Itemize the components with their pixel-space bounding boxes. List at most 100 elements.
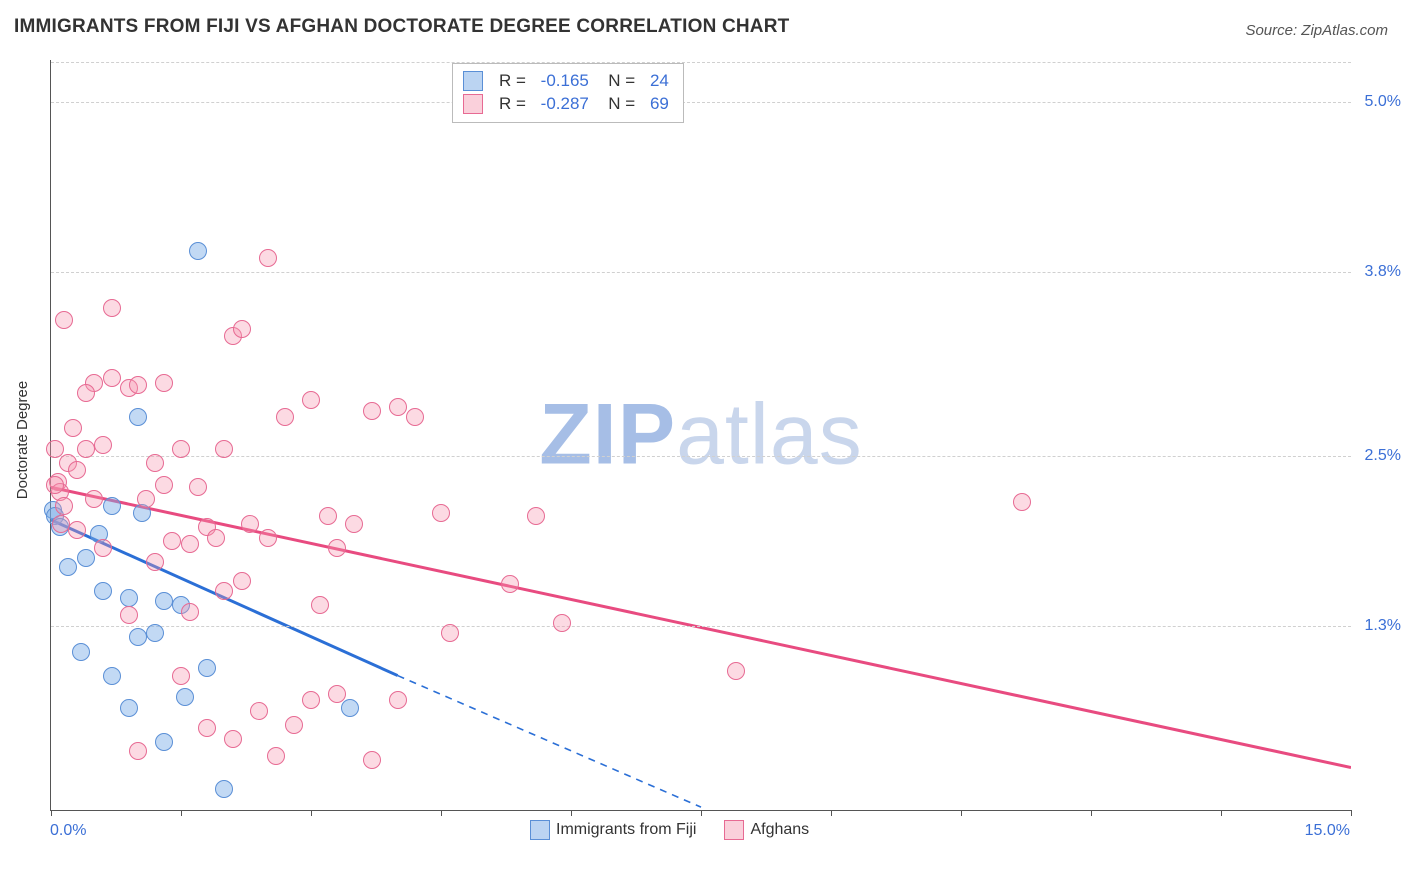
data-point-afghans: [259, 529, 277, 547]
stats-row: R = -0.165 N = 24: [463, 70, 669, 93]
gridline: [51, 62, 1351, 63]
stats-r-value: -0.287: [541, 93, 589, 116]
data-point-afghans: [103, 369, 121, 387]
data-point-afghans: [363, 751, 381, 769]
data-point-fiji: [103, 667, 121, 685]
data-point-afghans: [727, 662, 745, 680]
legend-item-fiji: Immigrants from Fiji: [530, 820, 696, 840]
legend-label: Afghans: [750, 821, 809, 838]
chart-title: IMMIGRANTS FROM FIJI VS AFGHAN DOCTORATE…: [14, 16, 789, 38]
data-point-fiji: [146, 624, 164, 642]
data-point-afghans: [207, 529, 225, 547]
data-point-fiji: [155, 592, 173, 610]
data-point-afghans: [155, 476, 173, 494]
trend-lines-layer: [51, 60, 1351, 810]
data-point-fiji: [341, 699, 359, 717]
data-point-fiji: [72, 643, 90, 661]
stats-n-label: N =: [599, 93, 640, 116]
y-tick-label: 2.5%: [1356, 447, 1401, 465]
data-point-afghans: [215, 582, 233, 600]
y-tick-label: 3.8%: [1356, 263, 1401, 281]
data-point-afghans: [68, 521, 86, 539]
x-axis-min-label: 0.0%: [50, 822, 86, 840]
legend: Immigrants from Fiji Afghans: [530, 820, 809, 840]
data-point-afghans: [224, 730, 242, 748]
plot-area: ZIPatlas 1.3%2.5%3.8%5.0%: [50, 60, 1351, 811]
gridline: [51, 272, 1351, 273]
data-point-afghans: [129, 376, 147, 394]
data-point-afghans: [302, 391, 320, 409]
stats-n-value: 69: [650, 93, 669, 116]
data-point-afghans: [259, 249, 277, 267]
x-tick-mark: [1221, 810, 1222, 816]
data-point-fiji: [120, 589, 138, 607]
stats-row: R = -0.287 N = 69: [463, 93, 669, 116]
data-point-afghans: [103, 299, 121, 317]
legend-swatch-blue: [530, 820, 550, 840]
stats-box: R = -0.165 N = 24 R = -0.287 N = 69: [452, 63, 684, 123]
data-point-afghans: [94, 436, 112, 454]
data-point-afghans: [77, 440, 95, 458]
data-point-fiji: [120, 699, 138, 717]
y-tick-label: 1.3%: [1356, 617, 1401, 635]
y-axis-label: Doctorate Degree: [14, 381, 31, 499]
x-tick-mark: [311, 810, 312, 816]
watermark: ZIPatlas: [539, 386, 862, 485]
x-tick-mark: [961, 810, 962, 816]
data-point-afghans: [172, 667, 190, 685]
data-point-afghans: [64, 419, 82, 437]
data-point-afghans: [233, 320, 251, 338]
data-point-afghans: [389, 398, 407, 416]
data-point-afghans: [302, 691, 320, 709]
data-point-afghans: [319, 507, 337, 525]
data-point-afghans: [85, 490, 103, 508]
data-point-fiji: [103, 497, 121, 515]
data-point-fiji: [59, 558, 77, 576]
data-point-afghans: [406, 408, 424, 426]
stats-r-value: -0.165: [541, 70, 589, 93]
x-tick-mark: [831, 810, 832, 816]
data-point-afghans: [285, 716, 303, 734]
data-point-afghans: [215, 440, 233, 458]
data-point-afghans: [328, 685, 346, 703]
data-point-afghans: [276, 408, 294, 426]
x-tick-mark: [571, 810, 572, 816]
data-point-afghans: [345, 515, 363, 533]
data-point-fiji: [155, 733, 173, 751]
data-point-fiji: [94, 582, 112, 600]
data-point-afghans: [328, 539, 346, 557]
gridline: [51, 626, 1351, 627]
x-tick-mark: [441, 810, 442, 816]
data-point-afghans: [441, 624, 459, 642]
data-point-afghans: [189, 478, 207, 496]
source-attribution: Source: ZipAtlas.com: [1245, 22, 1388, 39]
stats-r-label: R =: [499, 93, 531, 116]
x-tick-mark: [181, 810, 182, 816]
data-point-fiji: [215, 780, 233, 798]
data-point-afghans: [553, 614, 571, 632]
data-point-afghans: [137, 490, 155, 508]
stats-n-label: N =: [599, 70, 640, 93]
x-axis-max-label: 15.0%: [1305, 822, 1350, 840]
data-point-afghans: [1013, 493, 1031, 511]
stats-r-label: R =: [499, 70, 531, 93]
data-point-fiji: [129, 628, 147, 646]
data-point-fiji: [198, 659, 216, 677]
y-tick-label: 5.0%: [1356, 93, 1401, 111]
data-point-afghans: [172, 440, 190, 458]
data-point-fiji: [176, 688, 194, 706]
data-point-afghans: [163, 532, 181, 550]
stats-swatch-pink: [463, 94, 483, 114]
data-point-afghans: [55, 497, 73, 515]
data-point-afghans: [267, 747, 285, 765]
x-tick-mark: [701, 810, 702, 816]
data-point-afghans: [129, 742, 147, 760]
data-point-afghans: [527, 507, 545, 525]
legend-item-afghans: Afghans: [724, 820, 809, 840]
data-point-afghans: [155, 374, 173, 392]
stats-n-value: 24: [650, 70, 669, 93]
x-tick-mark: [51, 810, 52, 816]
data-point-fiji: [129, 408, 147, 426]
data-point-afghans: [241, 515, 259, 533]
data-point-afghans: [198, 719, 216, 737]
